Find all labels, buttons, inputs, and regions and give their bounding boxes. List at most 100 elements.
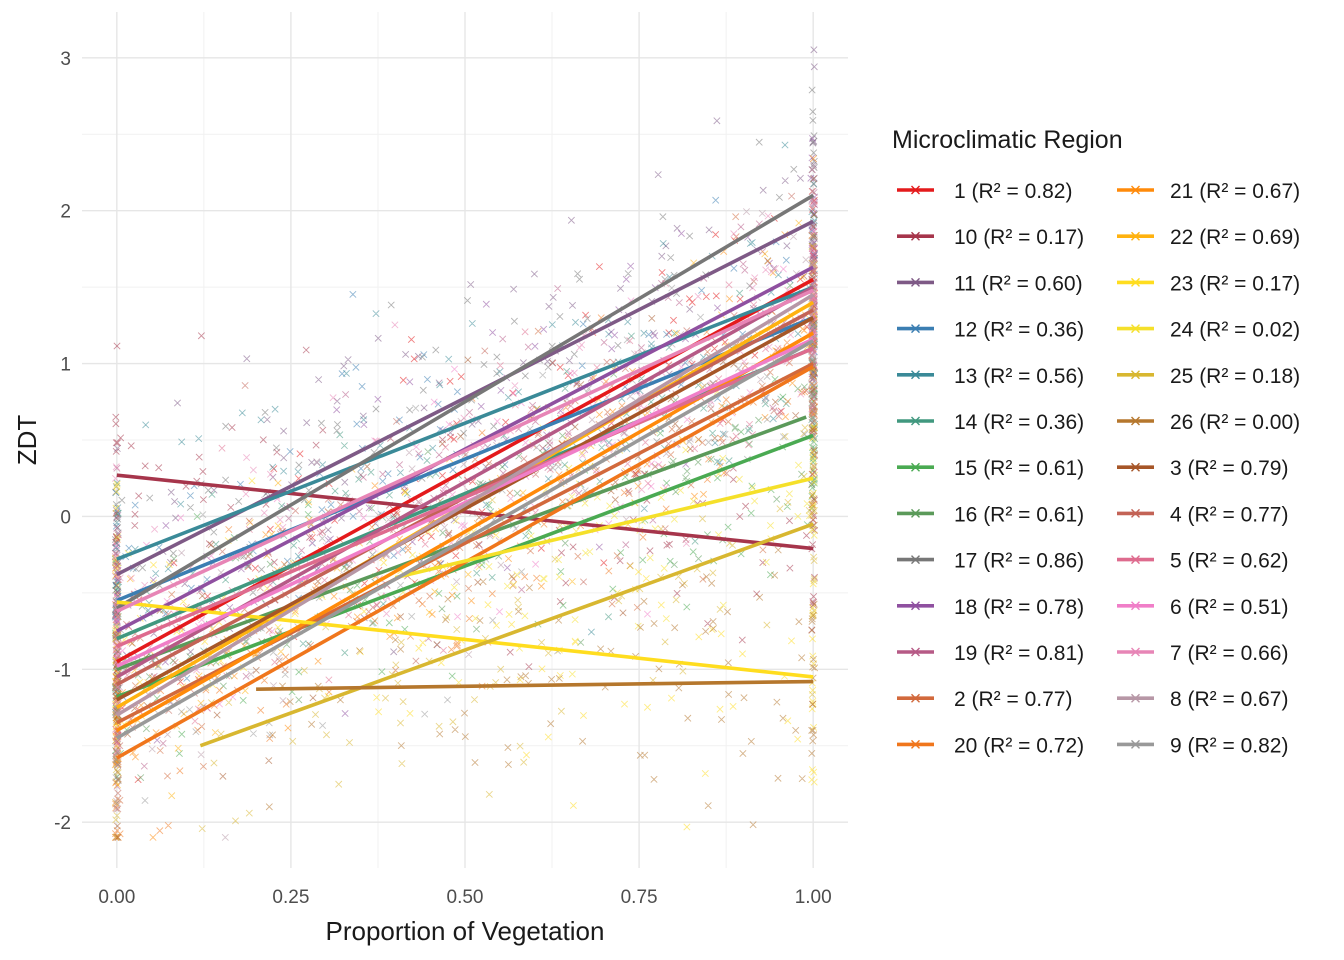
fit-line-22	[116, 337, 814, 668]
legend-label: 7 (R² = 0.66)	[1170, 642, 1288, 665]
legend-title: Microclimatic Region	[892, 126, 1123, 154]
x-tick-label: 0.25	[272, 887, 309, 908]
legend-label: 2 (R² = 0.77)	[954, 688, 1072, 711]
legend-label: 25 (R² = 0.18)	[1170, 365, 1300, 388]
legend-item: 5 (R² = 0.62)	[1117, 550, 1288, 573]
legend-item: 4 (R² = 0.77)	[1117, 503, 1288, 526]
legend-key-marker	[911, 370, 920, 380]
fit-line-25	[115, 339, 815, 740]
legend: Microclimatic Region 1 (R² = 0.82) 10 (R²…	[892, 126, 1300, 757]
legend-label: 14 (R² = 0.36)	[954, 411, 1084, 434]
legend-item: 3 (R² = 0.79)	[1117, 457, 1288, 480]
legend-label: 16 (R² = 0.61)	[954, 503, 1084, 526]
legend-item: 10 (R² = 0.17)	[897, 226, 1084, 249]
legend-item: 21 (R² = 0.67)	[1117, 180, 1300, 203]
legend-item: 22 (R² = 0.69)	[1117, 226, 1300, 249]
scatter-series-18	[111, 491, 819, 829]
legend-item: 8 (R² = 0.67)	[1117, 688, 1288, 711]
x-tick-label: 0.00	[98, 887, 135, 908]
legend-item: 6 (R² = 0.51)	[1117, 596, 1288, 619]
legend-key-marker	[1131, 416, 1140, 426]
legend-label: 6 (R² = 0.51)	[1170, 596, 1288, 619]
legend-label: 23 (R² = 0.17)	[1170, 272, 1300, 295]
legend-label: 13 (R² = 0.56)	[954, 365, 1084, 388]
legend-item: 14 (R² = 0.36)	[897, 411, 1084, 434]
legend-label: 10 (R² = 0.17)	[954, 226, 1084, 249]
legend-item: 26 (R² = 0.00)	[1117, 411, 1300, 434]
legend-key-marker	[911, 231, 920, 241]
legend-key-marker	[1131, 693, 1140, 703]
legend-item: 2 (R² = 0.77)	[897, 688, 1072, 711]
legend-label: 4 (R² = 0.77)	[1170, 503, 1288, 526]
fit-line-8	[115, 193, 815, 610]
legend-item: 25 (R² = 0.18)	[1117, 365, 1300, 388]
fit-line-19	[115, 316, 815, 702]
scatter-series-16	[111, 309, 819, 744]
legend-key-marker	[911, 324, 920, 334]
x-tick-label: 0.75	[621, 887, 658, 908]
fit-line-21	[116, 346, 814, 649]
legend-key-marker	[1131, 370, 1140, 380]
fit-line-4	[116, 285, 814, 561]
legend-label: 18 (R² = 0.78)	[954, 596, 1084, 619]
legend-key-marker	[1131, 277, 1140, 287]
legend-label: 20 (R² = 0.72)	[954, 734, 1084, 757]
fit-line-18	[256, 679, 814, 691]
legend-key-marker	[1131, 647, 1140, 657]
legend-label: 21 (R² = 0.67)	[1170, 180, 1300, 203]
legend-key-marker	[911, 462, 920, 472]
legend-label: 15 (R² = 0.61)	[954, 457, 1084, 480]
legend-key-marker	[1131, 231, 1140, 241]
legend-item: 20 (R² = 0.72)	[897, 734, 1084, 757]
regression-lines	[115, 193, 815, 760]
fit-line-17	[199, 522, 814, 748]
fit-line-15	[116, 600, 814, 679]
legend-label: 26 (R² = 0.00)	[1170, 411, 1300, 434]
legend-label: 9 (R² = 0.82)	[1170, 734, 1288, 757]
y-tick-label: 2	[60, 202, 71, 223]
legend-key-marker	[911, 277, 920, 287]
fit-line-23	[116, 288, 814, 613]
legend-key-marker	[1131, 601, 1140, 611]
legend-label: 11 (R² = 0.60)	[954, 272, 1083, 295]
legend-key-marker	[1131, 508, 1140, 518]
legend-key-marker	[911, 693, 920, 703]
legend-item: 7 (R² = 0.66)	[1117, 642, 1288, 665]
legend-label: 19 (R² = 0.81)	[954, 642, 1084, 665]
legend-label: 17 (R² = 0.86)	[954, 550, 1084, 573]
legend-key-marker	[911, 416, 920, 426]
legend-item: 19 (R² = 0.81)	[897, 642, 1084, 665]
y-tick-label: 3	[60, 49, 71, 70]
axes: 0.00 0.25 0.50 0.75 1.00 -2 -1 0 1 2 3	[54, 49, 832, 908]
legend-key-marker	[911, 739, 920, 749]
y-tick-label: -2	[54, 813, 71, 834]
legend-item: 11 (R² = 0.60)	[897, 272, 1083, 295]
fit-line-1	[116, 473, 814, 551]
legend-key-marker	[911, 508, 920, 518]
y-axis-title: ZDT	[12, 415, 42, 466]
y-tick-label: 0	[60, 507, 71, 528]
legend-item: 13 (R² = 0.56)	[897, 365, 1084, 388]
legend-label: 3 (R² = 0.79)	[1170, 457, 1288, 480]
legend-key-marker	[1131, 462, 1140, 472]
legend-key-marker	[911, 185, 920, 195]
legend-key-marker	[911, 647, 920, 657]
legend-item: 18 (R² = 0.78)	[897, 596, 1084, 619]
legend-label: 5 (R² = 0.62)	[1170, 550, 1288, 573]
legend-key-marker	[1131, 324, 1140, 334]
legend-key-marker	[911, 555, 920, 565]
fit-line-24	[115, 293, 815, 717]
legend-item: 16 (R² = 0.61)	[897, 503, 1084, 526]
y-tick-label: -1	[54, 660, 71, 681]
legend-label: 8 (R² = 0.67)	[1170, 688, 1288, 711]
legend-key-marker	[1131, 185, 1140, 195]
legend-label: 22 (R² = 0.69)	[1170, 226, 1300, 249]
legend-item: 12 (R² = 0.36)	[897, 319, 1084, 342]
legend-key-marker	[1131, 555, 1140, 565]
legend-key-marker	[911, 601, 920, 611]
fit-line-16	[394, 476, 814, 580]
x-tick-label: 1.00	[795, 887, 832, 908]
legend-item: 15 (R² = 0.61)	[897, 457, 1084, 480]
